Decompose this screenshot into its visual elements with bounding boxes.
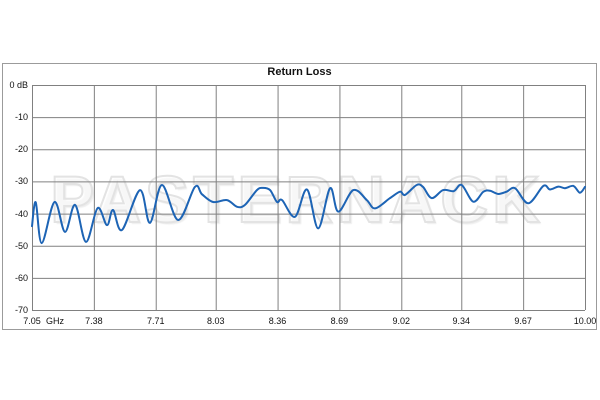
x-axis-tick-label: 8.36 [268,316,287,326]
x-axis-tick-label: 8.69 [330,316,349,326]
return-loss-trace [31,183,586,245]
y-axis-tick-label: -40 [14,208,28,219]
x-axis-tick-label: 9.02 [392,316,411,326]
y-axis-tick-label: -60 [14,272,28,283]
y-axis-tick-label: -20 [14,144,28,155]
chart-title: Return Loss [267,66,332,78]
x-axis-tick-label: 7.71 [146,316,165,326]
y-axis-tick-label: -50 [14,240,28,251]
x-axis-tick-label: 7.38 [85,316,103,326]
chart-frame: Return Loss [2,63,597,330]
x-axis-tick-label: 7.05 [23,316,41,326]
y-axis-tick-label: -70 [14,305,28,315]
x-axis-tick-label: 9.67 [514,316,532,326]
x-axis-tick-label: 8.03 [206,316,225,326]
y-axis-tick-label: 0 dB [9,80,28,90]
x-axis-tick-label: 9.34 [452,316,471,326]
y-axis-tick-label: -30 [14,176,28,187]
x-axis-unit-label: GHz [46,316,64,326]
y-axis-tick-label: -10 [14,112,28,123]
x-axis-tick-label: 10.00 [573,316,597,326]
plot-area [31,85,586,311]
